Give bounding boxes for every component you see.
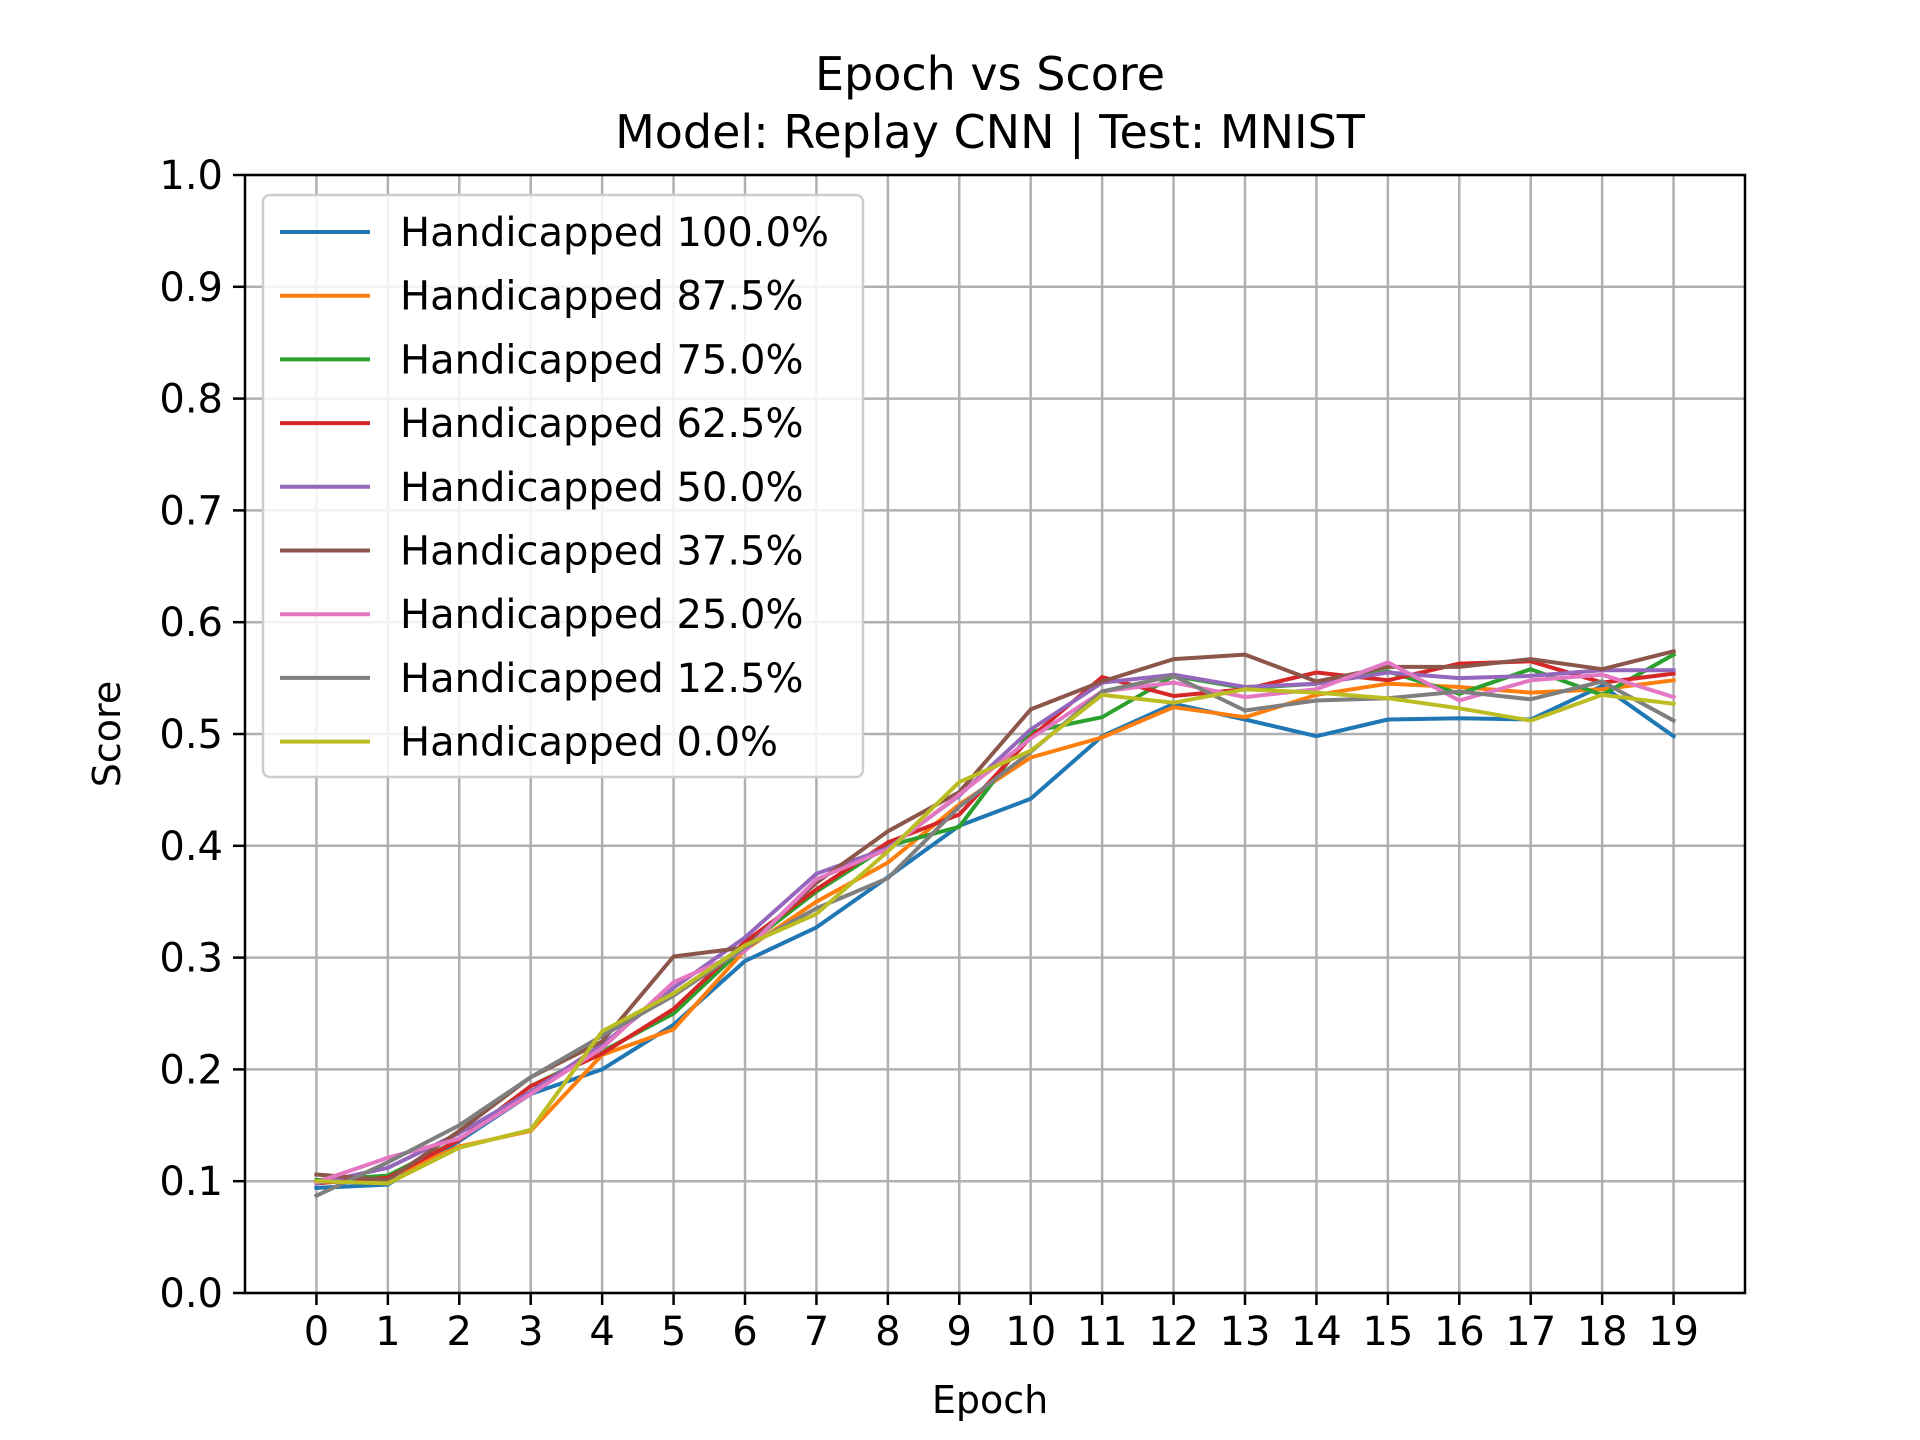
legend-label-7: Handicapped 12.5% — [400, 656, 804, 702]
legend-label-1: Handicapped 87.5% — [400, 274, 804, 320]
axis-ticks: 0 1 2 3 4 5 6 7 8 9 10 11 12 13 14 15 16 17 18 190.00.10.20… — [159, 153, 1699, 1355]
y-axis-label: Score — [85, 681, 129, 787]
legend-label-2: Handicapped 75.0% — [400, 337, 804, 383]
x-tick-label: 1 — [375, 1309, 400, 1355]
series-line-4 — [314, 668, 1676, 1186]
x-tick-label: 15 — [1362, 1309, 1413, 1355]
legend-label-5: Handicapped 37.5% — [400, 529, 804, 575]
legend-label-8: Handicapped 0.0% — [400, 720, 778, 766]
series-line-8 — [314, 687, 1676, 1186]
x-tick-label: 7 — [804, 1309, 829, 1355]
x-tick-label: 9 — [947, 1309, 972, 1355]
legend-label-0: Handicapped 100.0% — [400, 210, 829, 256]
y-tick-label: 0.3 — [159, 936, 223, 982]
x-axis-label: Epoch — [932, 1378, 1048, 1422]
legend-label-4: Handicapped 50.0% — [400, 465, 804, 511]
series-lines — [313, 648, 1677, 1199]
y-tick-label: 0.4 — [159, 824, 223, 870]
chart-title: Epoch vs Score — [815, 47, 1165, 101]
y-tick-label: 0.5 — [159, 712, 223, 758]
x-tick-label: 5 — [661, 1309, 686, 1355]
legend-box — [261, 193, 865, 779]
x-tick-label: 12 — [1148, 1309, 1199, 1355]
x-tick-label: 13 — [1220, 1309, 1271, 1355]
x-tick-label: 8 — [875, 1309, 900, 1355]
x-tick-label: 18 — [1577, 1309, 1628, 1355]
x-tick-label: 3 — [518, 1309, 543, 1355]
x-tick-label: 14 — [1291, 1309, 1342, 1355]
y-tick-label: 1.0 — [159, 153, 223, 199]
x-tick-label: 11 — [1077, 1309, 1128, 1355]
series-line-7 — [313, 673, 1677, 1199]
legend-label-6: Handicapped 25.0% — [400, 592, 804, 638]
x-tick-label: 0 — [304, 1309, 329, 1355]
chart-subtitle: Model: Replay CNN | Test: MNIST — [615, 105, 1366, 160]
y-tick-label: 0.9 — [159, 265, 223, 311]
x-tick-label: 4 — [589, 1309, 614, 1355]
y-tick-label: 0.0 — [159, 1271, 223, 1317]
legend-label-3: Handicapped 62.5% — [400, 401, 804, 447]
x-tick-label: 10 — [1005, 1309, 1056, 1355]
x-tick-label: 2 — [447, 1309, 472, 1355]
x-tick-label: 6 — [732, 1309, 757, 1355]
y-tick-label: 0.7 — [159, 488, 223, 534]
legend: Handicapped 100.0% Handicapped 87.5% Handi… — [261, 193, 865, 779]
y-tick-label: 0.6 — [159, 600, 223, 646]
y-tick-label: 0.2 — [159, 1047, 223, 1093]
x-tick-label: 17 — [1505, 1309, 1556, 1355]
y-tick-label: 0.8 — [159, 377, 223, 423]
x-tick-label: 16 — [1434, 1309, 1485, 1355]
series-line-0 — [314, 683, 1677, 1190]
y-tick-label: 0.1 — [159, 1159, 223, 1205]
x-tick-label: 19 — [1648, 1309, 1699, 1355]
